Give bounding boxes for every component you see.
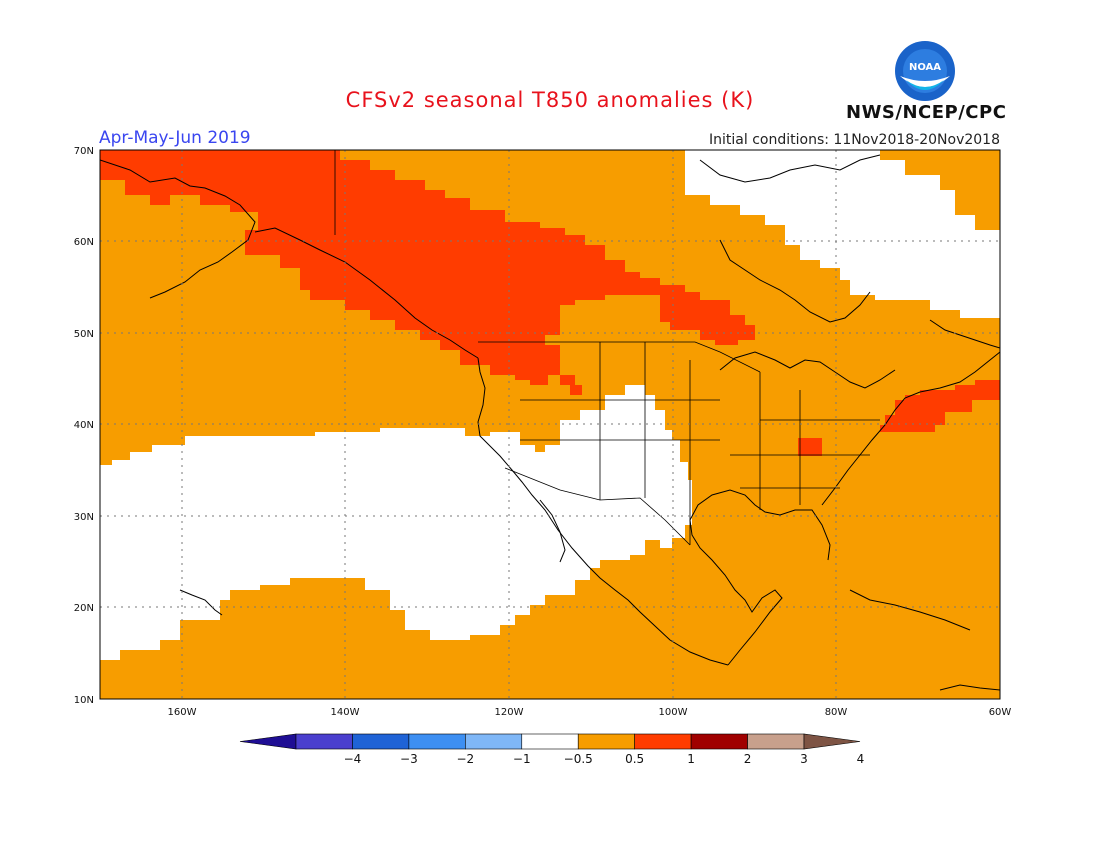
colorbar-segment — [408, 733, 466, 750]
lat-label: 10N — [74, 695, 94, 706]
colorbar-label: −3 — [400, 752, 418, 766]
colorbar-label: 1 — [687, 752, 695, 766]
borders — [334, 150, 880, 546]
colorbar-segment — [465, 733, 523, 750]
colorbar-label: 0.5 — [625, 752, 644, 766]
near-normal-region-northeast — [685, 150, 1000, 318]
agency-label: NWS/NCEP/CPC — [846, 102, 1007, 123]
colorbar-segment — [690, 733, 748, 750]
lat-label: 30N — [74, 512, 94, 523]
lon-label: 100W — [659, 707, 688, 718]
colorbar: −4 −3 −2 −1 −0.5 0.5 1 2 3 4 — [239, 733, 865, 766]
coastlines — [100, 154, 1000, 691]
lon-axis: 160W 140W 120W 100W 80W 60W — [168, 707, 1012, 718]
season-label: Apr-May-Jun 2019 — [99, 128, 251, 148]
colorbar-segment — [352, 733, 410, 750]
lon-label: 140W — [331, 707, 360, 718]
lat-label: 70N — [74, 146, 94, 157]
colorbar-label: −2 — [456, 752, 474, 766]
lon-label: 160W — [168, 707, 197, 718]
lat-label: 60N — [74, 237, 94, 248]
initial-conditions-label: Initial conditions: 11Nov2018-20Nov2018 — [709, 132, 1000, 148]
colorbar-segment — [577, 733, 635, 750]
lon-label: 60W — [989, 707, 1012, 718]
colorbar-label: −1 — [513, 752, 531, 766]
lat-label: 20N — [74, 603, 94, 614]
lat-label: 50N — [74, 329, 94, 340]
anomaly-region-1-2-west — [100, 150, 755, 395]
colorbar-segment — [634, 733, 692, 750]
noaa-logo: NOAA — [895, 41, 955, 101]
colorbar-arrow-low — [239, 733, 297, 750]
graticule — [100, 150, 1000, 699]
colorbar-label: −0.5 — [564, 752, 593, 766]
noaa-logo-text: NOAA — [909, 62, 941, 73]
anomaly-region-1-2-east — [880, 380, 1000, 432]
chart-title: CFSv2 seasonal T850 anomalies (K) — [345, 88, 755, 112]
colorbar-arrow-high — [803, 733, 861, 750]
colorbar-label: 3 — [800, 752, 808, 766]
lat-label: 40N — [74, 420, 94, 431]
anomaly-region-1-2-appalachia — [798, 438, 822, 456]
colorbar-label: 2 — [744, 752, 752, 766]
colorbar-label: −4 — [344, 752, 362, 766]
map-frame — [99, 149, 1001, 700]
lon-label: 80W — [825, 707, 848, 718]
lat-axis: 70N 60N 50N 40N 30N 20N 10N — [74, 146, 94, 706]
near-normal-region-pacific — [100, 385, 692, 699]
colorbar-segment — [521, 733, 579, 750]
colorbar-label: 4 — [857, 752, 865, 766]
lon-label: 120W — [495, 707, 524, 718]
colorbar-segment — [747, 733, 805, 750]
colorbar-segment — [295, 733, 353, 750]
